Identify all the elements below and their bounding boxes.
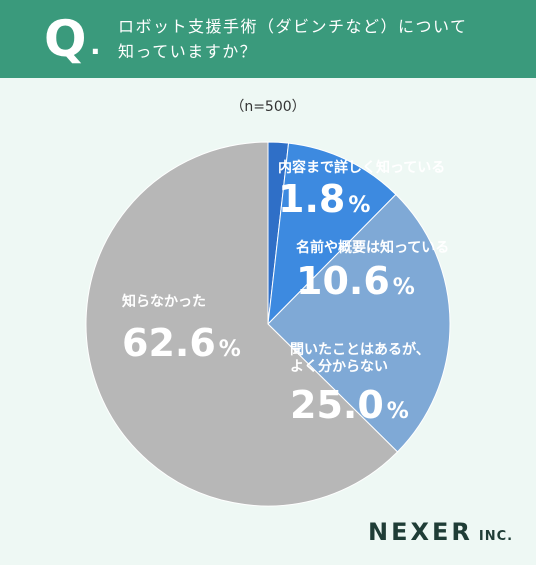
slice-label-0: 内容まで詳しく知っている <box>278 159 445 176</box>
nexer-logo: NEXER INC. <box>368 518 513 546</box>
question-dot: . <box>90 28 101 61</box>
slice-value-number: 10.6 <box>296 259 390 303</box>
slice-value-unit: % <box>219 337 241 362</box>
slice-value-0: 1.8% <box>278 177 370 221</box>
logo-suffix: INC. <box>478 529 514 544</box>
sample-size: （n=500） <box>230 99 306 115</box>
logo-main: NEXER <box>368 518 473 546</box>
question-mark: Q <box>44 10 87 68</box>
slice-label-line: 内容まで詳しく知っている <box>278 159 445 176</box>
slice-value-1: 10.6% <box>296 259 415 303</box>
pie-slice-1 <box>267 142 397 326</box>
slice-label-line: 知らなかった <box>122 293 206 310</box>
slice-label-3: 知らなかった <box>122 293 206 310</box>
slice-label-2: 聞いたことはあるが、よく分からない <box>290 341 430 375</box>
question-header: Q . ロボット支援手術（ダビンチなど）について 知っていますか？ <box>0 0 536 78</box>
pie-slice-2 <box>267 193 451 453</box>
slice-label-line: 聞いたことはあるが、 <box>290 341 430 358</box>
slice-label-line: よく分からない <box>290 359 388 375</box>
slice-value-2: 25.0% <box>290 383 409 427</box>
slice-value-number: 25.0 <box>290 383 384 427</box>
slice-value-unit: % <box>387 399 409 424</box>
question-line-1: ロボット支援手術（ダビンチなど）について <box>118 17 468 36</box>
slice-value-3: 62.6% <box>122 321 241 365</box>
question-line-2: 知っていますか？ <box>118 42 258 61</box>
slice-value-number: 1.8 <box>278 177 345 221</box>
slice-label-1: 名前や概要は知っている <box>296 239 449 256</box>
question-text: ロボット支援手術（ダビンチなど）について 知っていますか？ <box>118 14 518 64</box>
slice-value-number: 62.6 <box>122 321 216 365</box>
slice-value-unit: % <box>348 193 370 218</box>
slice-label-line: 名前や概要は知っている <box>296 239 449 256</box>
pie-slice-3 <box>85 141 399 507</box>
slice-value-unit: % <box>393 275 415 300</box>
